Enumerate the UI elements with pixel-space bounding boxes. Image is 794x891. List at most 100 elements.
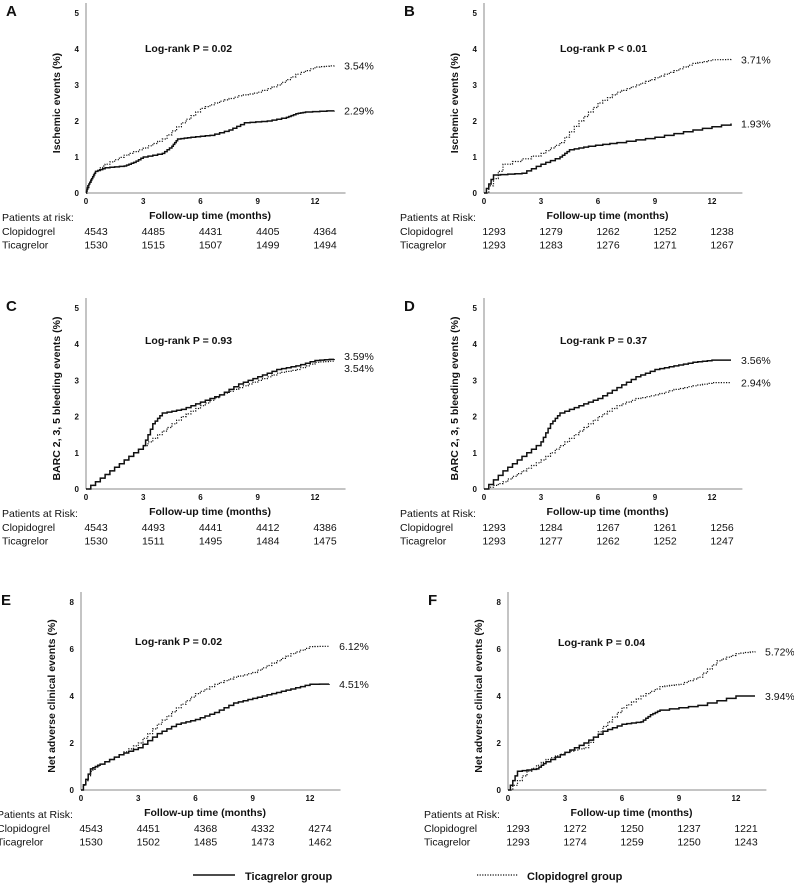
end-label-ticagrelor: 3.56%	[741, 355, 771, 367]
risk-row-label: Clopidogrel	[400, 522, 453, 534]
x-tick-label: 0	[482, 493, 487, 502]
panel-letter: E	[1, 592, 11, 609]
legend-clopidogrel-label: Clopidogrel group	[527, 871, 623, 883]
risk-value: 4368	[194, 823, 218, 835]
x-tick-label: 12	[311, 493, 320, 502]
panel-e: E 0 2 4 6 8 0 3 6 9 12 Net adverse clinical events …	[0, 592, 369, 849]
risk-value: 4441	[199, 522, 223, 534]
panel-letter: C	[6, 298, 17, 315]
risk-table-header: Patients at Risk:	[424, 809, 500, 821]
risk-value: 1293	[482, 240, 506, 252]
risk-value: 1502	[137, 837, 161, 849]
logrank-annotation: Log-rank P = 0.02	[135, 636, 222, 648]
risk-value: 4412	[256, 522, 280, 534]
risk-value: 4431	[199, 226, 223, 238]
y-tick-label: 2	[75, 117, 80, 126]
risk-value: 4332	[251, 823, 275, 835]
risk-value: 1271	[653, 240, 677, 252]
risk-value: 1507	[199, 240, 223, 252]
y-tick-label: 4	[473, 45, 478, 54]
risk-value: 1462	[308, 837, 332, 849]
risk-value: 4493	[142, 522, 166, 534]
risk-row-label: Clopidogrel	[0, 823, 50, 835]
y-tick-label: 0	[497, 786, 502, 795]
x-tick-label: 6	[198, 197, 203, 206]
risk-value: 1238	[710, 226, 734, 238]
risk-value: 1272	[563, 823, 587, 835]
end-label-clopidogrel: 3.54%	[344, 61, 374, 73]
y-tick-label: 3	[75, 376, 80, 385]
y-tick-label: 2	[75, 413, 80, 422]
y-tick-label: 2	[473, 117, 478, 126]
risk-table-header: Patients at Risk:	[400, 212, 476, 224]
risk-value: 4485	[142, 226, 166, 238]
risk-value: 4543	[84, 226, 108, 238]
curve-clopidogrel	[484, 382, 731, 490]
x-axis-label: Follow-up time (months)	[144, 807, 266, 819]
end-label-clopidogrel: 3.71%	[741, 54, 771, 66]
risk-value: 1499	[256, 240, 280, 252]
risk-row-label: Clopidogrel	[424, 823, 477, 835]
x-tick-label: 9	[653, 493, 658, 502]
risk-value: 4274	[308, 823, 332, 835]
risk-value: 1252	[653, 226, 677, 238]
end-label-clopidogrel: 2.94%	[741, 378, 771, 390]
x-tick-label: 12	[708, 493, 717, 502]
risk-value: 1495	[199, 536, 223, 548]
x-axis-label: Follow-up time (months)	[547, 506, 669, 518]
risk-value: 1259	[620, 837, 644, 849]
x-tick-label: 3	[141, 493, 146, 502]
risk-row-label: Ticagrelor	[2, 536, 49, 548]
panel-letter: B	[404, 3, 415, 20]
panel-f: F 0 2 4 6 8 0 3 6 9 12 Net adverse clinical events …	[424, 592, 794, 849]
logrank-annotation: Log-rank P = 0.93	[145, 335, 232, 347]
y-tick-label: 8	[497, 598, 502, 607]
y-axis-label: Net adverse clinical events (%)	[473, 619, 485, 773]
end-label-ticagrelor: 3.59%	[344, 351, 374, 363]
y-tick-label: 6	[497, 645, 502, 654]
y-axis-label: Ischemic events (%)	[51, 53, 63, 153]
y-tick-label: 0	[70, 786, 75, 795]
risk-row-label: Clopidogrel	[400, 226, 453, 238]
risk-value: 1293	[482, 226, 506, 238]
x-tick-label: 0	[506, 794, 511, 803]
end-label-ticagrelor: 1.93%	[741, 119, 771, 131]
curve-clopidogrel	[508, 651, 756, 791]
y-tick-label: 4	[473, 340, 478, 349]
y-tick-label: 0	[473, 485, 478, 494]
x-tick-label: 6	[198, 493, 203, 502]
x-tick-label: 3	[136, 794, 141, 803]
risk-value: 1252	[653, 536, 677, 548]
y-tick-label: 6	[70, 645, 75, 654]
y-tick-label: 3	[473, 376, 478, 385]
risk-value: 1279	[539, 226, 563, 238]
curve-ticagrelor	[484, 359, 731, 490]
curve-clopidogrel	[86, 65, 335, 194]
x-tick-label: 0	[482, 197, 487, 206]
risk-value: 1237	[677, 823, 701, 835]
y-tick-label: 2	[497, 739, 502, 748]
x-tick-label: 12	[311, 197, 320, 206]
risk-value: 1247	[710, 536, 734, 548]
logrank-annotation: Log-rank P = 0.37	[560, 335, 647, 347]
y-tick-label: 1	[473, 153, 478, 162]
risk-row-label: Ticagrelor	[0, 837, 44, 849]
x-tick-label: 6	[620, 794, 625, 803]
risk-row-label: Ticagrelor	[424, 837, 471, 849]
x-tick-label: 9	[653, 197, 658, 206]
risk-table-header: Patients at Risk:	[2, 508, 78, 520]
y-axis-label: BARC 2, 3, 5 bleeding events (%)	[51, 317, 63, 481]
y-tick-label: 4	[75, 340, 80, 349]
risk-value: 1262	[596, 226, 620, 238]
risk-value: 1485	[194, 837, 218, 849]
y-tick-label: 5	[473, 9, 478, 18]
risk-value: 1250	[620, 823, 644, 835]
x-tick-label: 3	[141, 197, 146, 206]
risk-value: 4364	[313, 226, 337, 238]
x-axis-label: Follow-up time (months)	[547, 210, 669, 222]
end-label-ticagrelor: 3.94%	[765, 691, 794, 703]
risk-value: 4405	[256, 226, 280, 238]
